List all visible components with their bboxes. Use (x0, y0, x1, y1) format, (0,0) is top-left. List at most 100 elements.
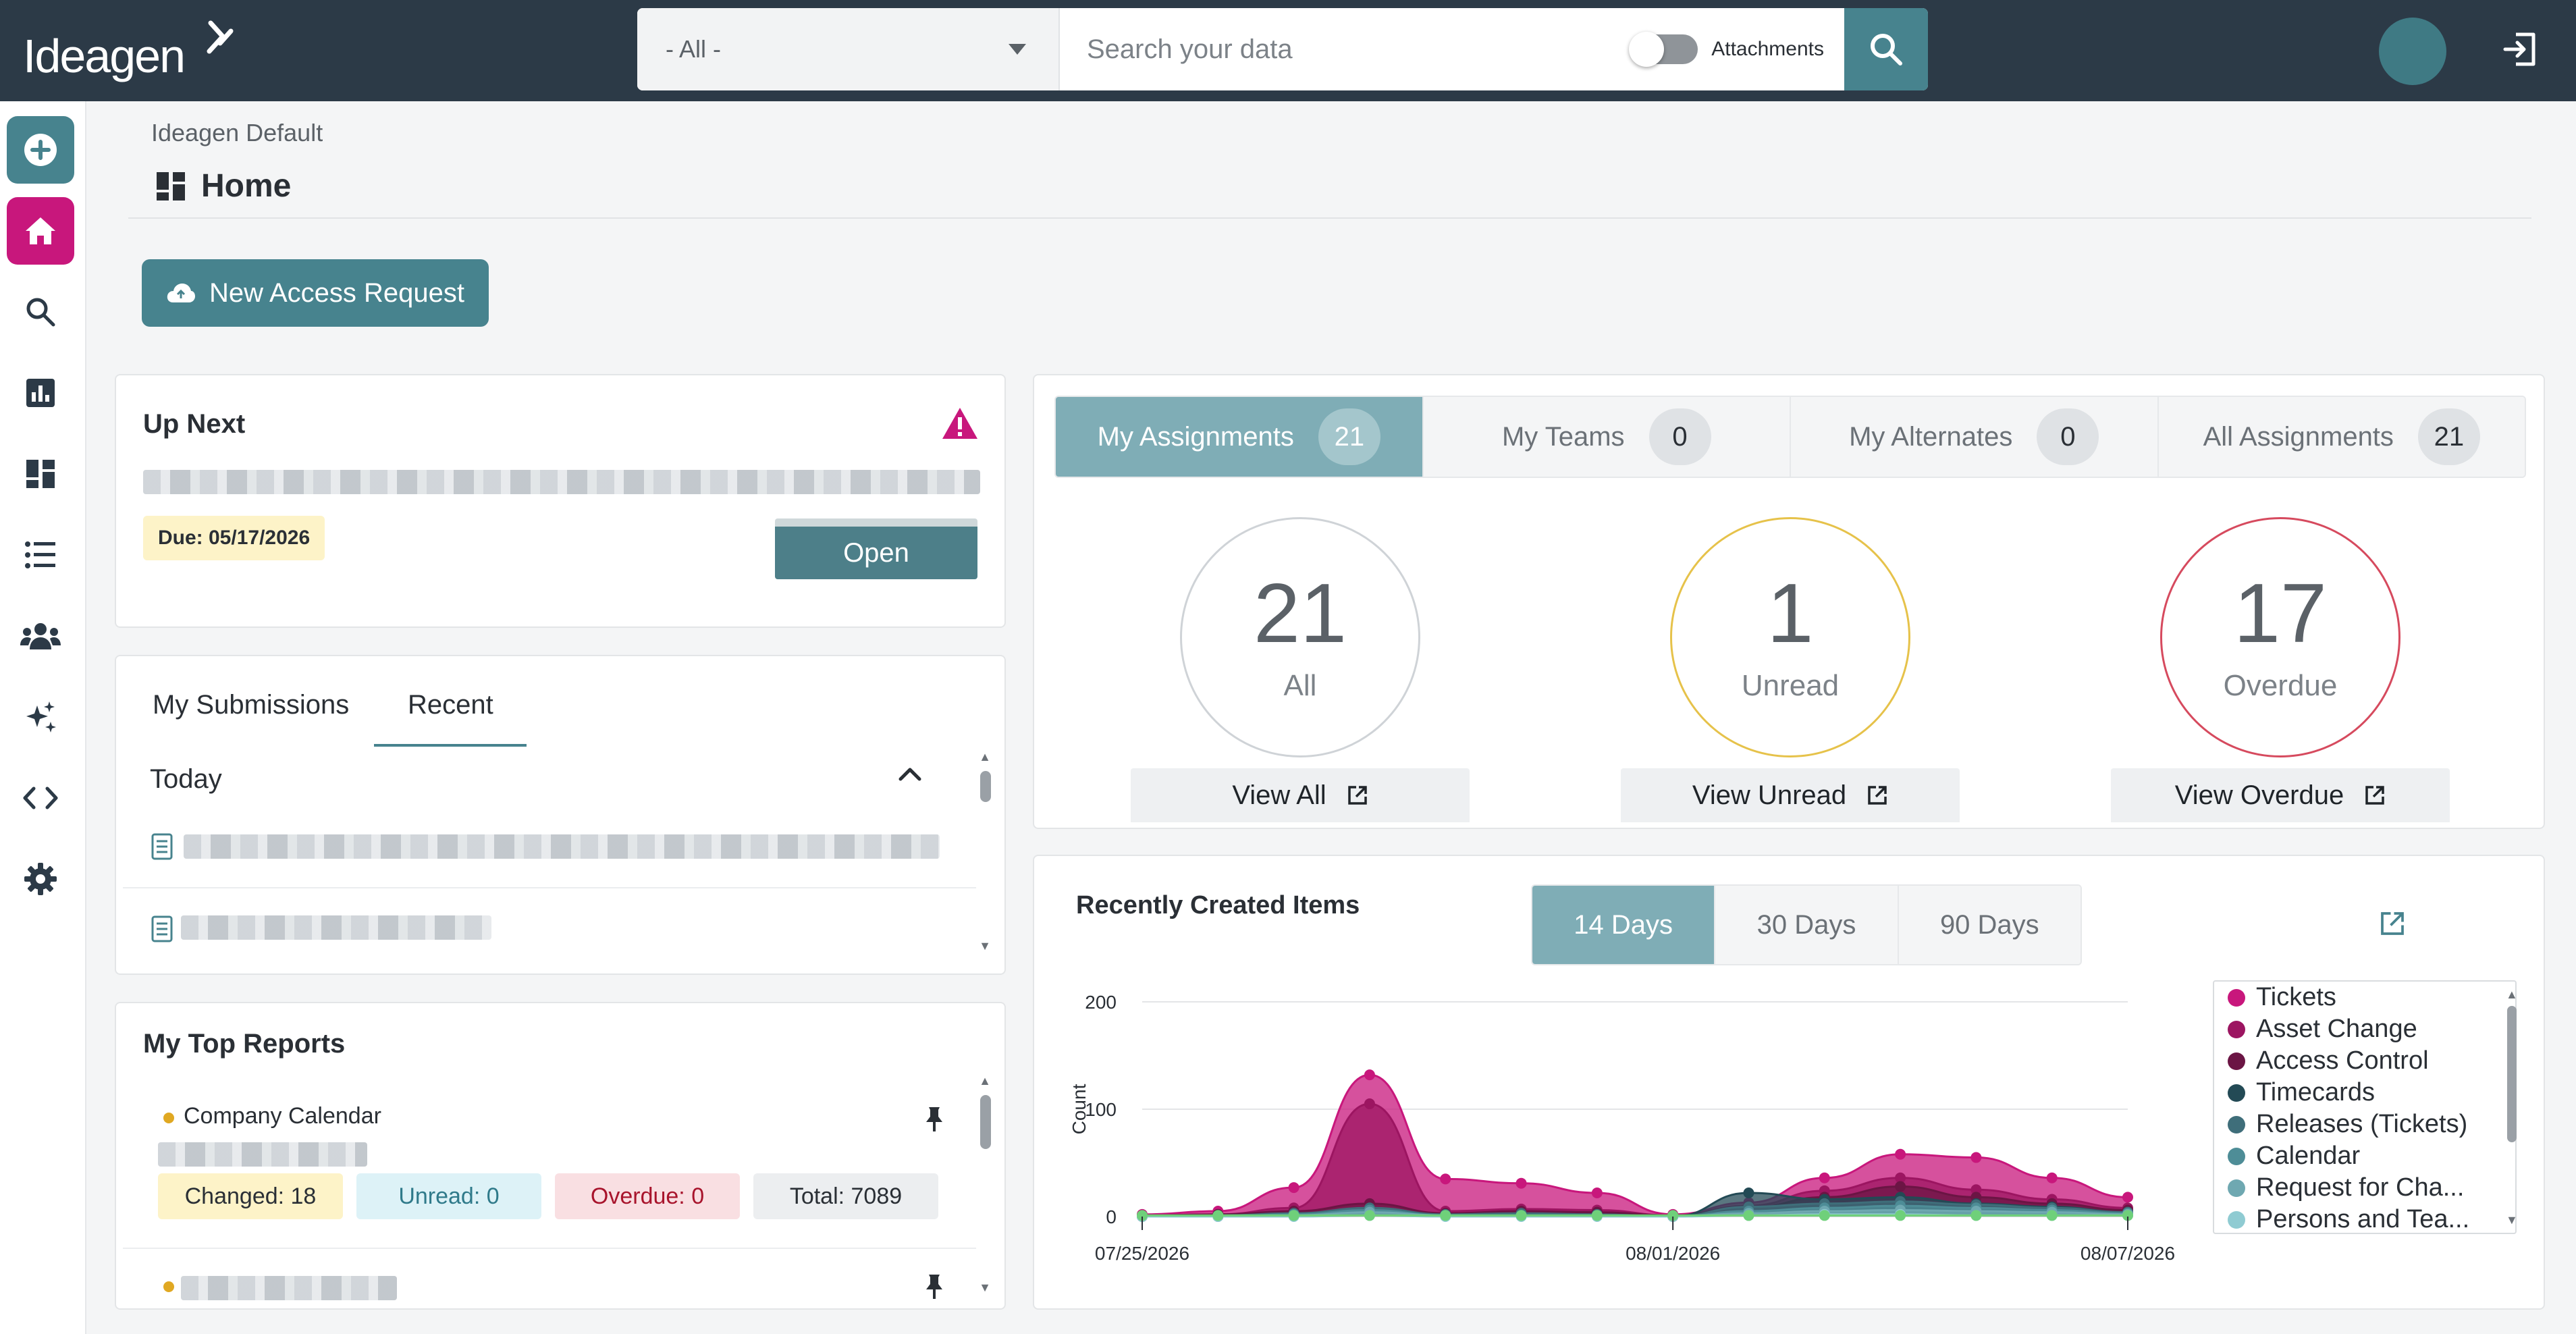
divider (128, 217, 2531, 219)
chevron-up-icon[interactable] (898, 766, 922, 782)
legend-label: Request for Cha... (2256, 1173, 2465, 1202)
legend-item[interactable]: Persons and Tea... (2214, 1204, 2515, 1233)
legend-item[interactable]: Timecards (2214, 1077, 2515, 1109)
scrollbar[interactable]: ▲ ▼ (979, 1075, 991, 1295)
legend-item[interactable]: Request for Cha... (2214, 1172, 2515, 1204)
pin-icon[interactable] (925, 1106, 944, 1133)
data-point (2046, 1210, 2058, 1221)
tab-all-assignments[interactable]: All Assignments 21 (2158, 397, 2525, 477)
new-access-request-button[interactable]: New Access Request (142, 259, 489, 327)
scroll-down-icon[interactable]: ▼ (979, 1281, 991, 1294)
unread-count-badge: Unread: 0 (356, 1173, 541, 1219)
group-header-today: Today (150, 764, 222, 794)
due-date-badge: Due: 05/17/2026 (143, 516, 325, 560)
add-circle-icon (24, 134, 57, 166)
document-icon (151, 833, 173, 860)
scroll-thumb[interactable] (980, 1095, 991, 1149)
up-next-card: Up Next Due: 05/17/2026 Open (115, 374, 1006, 628)
warning-icon (942, 408, 977, 439)
sidebar-item-add[interactable] (7, 116, 74, 184)
logout-button[interactable] (2498, 27, 2542, 72)
unread-count-ring: 1 Unread (1670, 517, 1910, 757)
active-tab-indicator (374, 744, 527, 747)
view-unread-button[interactable]: View Unread (1621, 768, 1960, 822)
redacted-submission[interactable] (181, 915, 491, 940)
view-overdue-button[interactable]: View Overdue (2111, 768, 2450, 822)
scroll-thumb[interactable] (2507, 1006, 2517, 1142)
scroll-up-icon[interactable]: ▲ (979, 750, 991, 764)
legend-item[interactable]: Asset Change (2214, 1013, 2515, 1045)
data-point (1288, 1182, 1299, 1194)
sidebar-item-code[interactable] (7, 764, 74, 832)
attachments-switch[interactable] (1629, 32, 1698, 67)
legend-item[interactable]: Access Control (2214, 1045, 2515, 1077)
range-90-days[interactable]: 90 Days (1898, 886, 2081, 964)
tab-my-teams[interactable]: My Teams 0 (1423, 397, 1791, 477)
data-point (1440, 1173, 1451, 1185)
sidebar-item-people[interactable] (7, 602, 74, 670)
tab-my-alternates[interactable]: My Alternates 0 (1791, 397, 2159, 477)
scroll-thumb[interactable] (980, 771, 991, 802)
y-tick-label: 0 (1106, 1206, 1117, 1227)
search-input[interactable] (1060, 8, 1632, 90)
all-count-value: 21 (1254, 567, 1347, 660)
sidebar-item-ai[interactable] (7, 683, 74, 751)
external-link-icon (1868, 786, 1887, 805)
recently-created-title: Recently Created Items (1076, 891, 1360, 919)
data-point (1440, 1210, 1451, 1221)
legend-item[interactable]: Calendar (2214, 1140, 2515, 1172)
sparkle-icon (26, 701, 56, 732)
legend-label: Access Control (2256, 1046, 2429, 1075)
count-badge: 21 (2417, 408, 2480, 465)
sidebar-item-settings[interactable] (7, 845, 74, 913)
logout-icon (2503, 32, 2535, 66)
legend-item[interactable]: Tickets (2214, 982, 2515, 1013)
x-tick-label: 08/07/2026 (2081, 1243, 2175, 1264)
search-button[interactable] (1844, 8, 1928, 90)
data-point (1970, 1184, 1982, 1196)
legend-scrollbar[interactable]: ▲ ▼ (2506, 988, 2518, 1226)
people-icon (20, 623, 61, 649)
redacted-submission[interactable] (184, 834, 940, 859)
status-dot (163, 1113, 174, 1123)
scrollbar[interactable]: ▲ ▼ (979, 751, 991, 953)
count-badge: 0 (2037, 408, 2099, 465)
report-name[interactable]: Company Calendar (184, 1103, 381, 1129)
tab-my-submissions[interactable]: My Submissions (153, 690, 350, 720)
document-icon (151, 915, 173, 942)
tab-recent[interactable]: Recent (408, 690, 493, 720)
avatar[interactable] (2379, 18, 2446, 85)
tab-my-assignments[interactable]: My Assignments 21 (1056, 397, 1424, 477)
data-point (1819, 1210, 1830, 1221)
attachments-label: Attachments (1711, 38, 1824, 60)
legend-item[interactable]: Releases (Tickets) (2214, 1109, 2515, 1140)
count-badge: 21 (1318, 408, 1380, 465)
range-30-days[interactable]: 30 Days (1715, 886, 1899, 964)
data-point (1137, 1210, 1148, 1221)
view-all-button[interactable]: View All (1131, 768, 1470, 822)
scroll-down-icon[interactable]: ▼ (2506, 1213, 2518, 1227)
view-overdue-label: View Overdue (2174, 780, 2344, 810)
range-14-days[interactable]: 14 Days (1532, 886, 1716, 964)
scroll-up-icon[interactable]: ▲ (979, 1074, 991, 1088)
external-link-icon[interactable] (2379, 910, 2406, 937)
sidebar-item-lists[interactable] (7, 521, 74, 589)
legend-label: Tickets (2256, 983, 2336, 1011)
scroll-down-icon[interactable]: ▼ (979, 939, 991, 953)
open-button[interactable]: Open (775, 518, 977, 579)
logo[interactable]: Ideagen (23, 20, 234, 80)
attachments-toggle[interactable]: Attachments (1629, 8, 1844, 90)
breadcrumb[interactable]: Ideagen Default (151, 119, 323, 146)
global-search: - All - Attachments (637, 8, 1928, 90)
sidebar-item-reports[interactable] (7, 359, 74, 427)
redacted-report-name[interactable] (181, 1276, 397, 1300)
sidebar-item-dashboards[interactable] (7, 440, 74, 508)
cloud-icon (167, 284, 196, 302)
sidebar-item-search[interactable] (7, 278, 74, 346)
pin-icon[interactable] (925, 1273, 944, 1300)
scope-select[interactable]: - All - (637, 8, 1060, 90)
redacted-item-title (143, 470, 980, 494)
scroll-up-icon[interactable]: ▲ (2506, 988, 2518, 1001)
sidebar-item-home[interactable] (7, 197, 74, 265)
view-unread-label: View Unread (1692, 780, 1847, 810)
